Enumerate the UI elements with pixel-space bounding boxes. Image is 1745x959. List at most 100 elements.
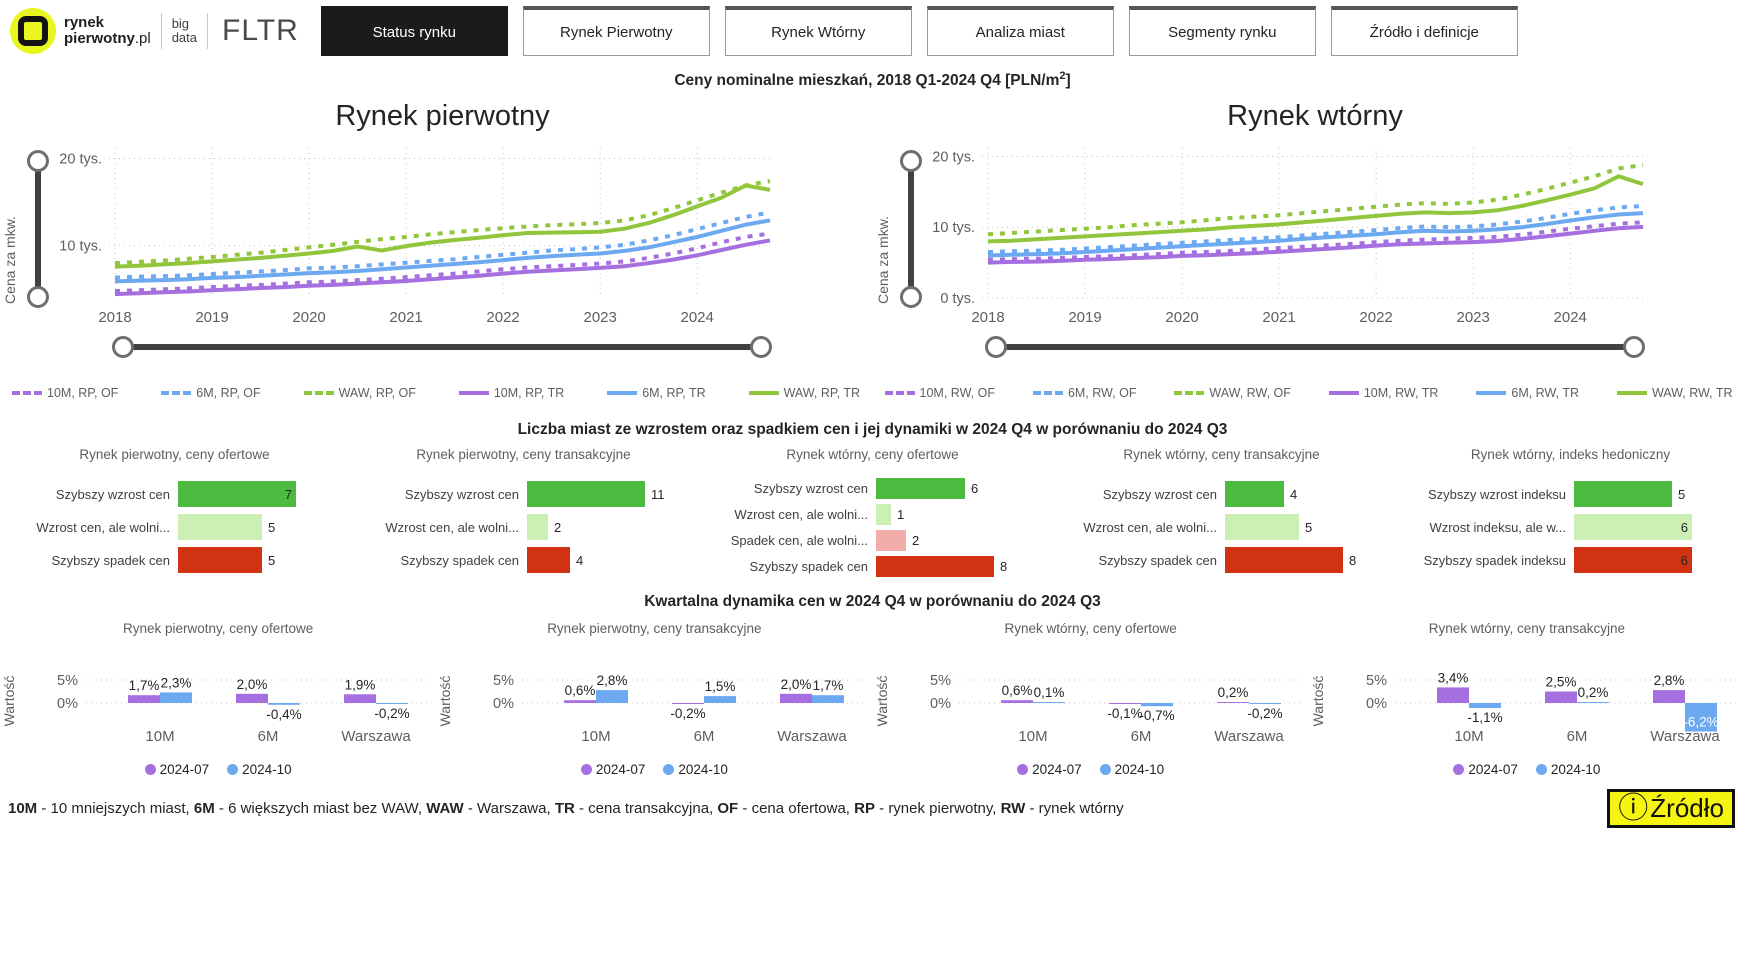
count-bar[interactable] — [876, 477, 965, 499]
series-line[interactable] — [114, 231, 771, 293]
slider-handle-left[interactable] — [984, 336, 1007, 358]
bar[interactable] — [1468, 703, 1501, 709]
y-axis-range-slider[interactable] — [26, 150, 50, 308]
legend-item[interactable]: 2024-10 — [663, 762, 728, 777]
legend-item[interactable]: WAW, RP, OF — [303, 386, 416, 400]
bar[interactable] — [1576, 702, 1609, 703]
count-value: 1 — [897, 506, 905, 522]
count-bar[interactable] — [178, 514, 262, 540]
x-axis-range-slider[interactable] — [112, 335, 772, 359]
info-icon: ⓘ — [1618, 791, 1649, 825]
slider-handle-top[interactable] — [899, 150, 922, 172]
bar[interactable] — [780, 693, 813, 703]
bar-value-label: -0,4% — [266, 707, 301, 722]
bar[interactable] — [1436, 687, 1469, 703]
count-bar[interactable]: 6 — [1574, 547, 1692, 573]
series-line[interactable] — [114, 210, 771, 280]
y-axis-range-slider[interactable] — [899, 150, 923, 308]
bar[interactable] — [128, 695, 160, 703]
series-line[interactable] — [114, 179, 771, 266]
legend-item[interactable]: 6M, RP, TR — [607, 386, 706, 400]
x-axis-range-slider[interactable] — [984, 335, 1645, 359]
bar[interactable] — [812, 695, 845, 703]
legend-item[interactable]: 2024-10 — [227, 762, 292, 777]
series-line[interactable] — [114, 183, 771, 269]
legend-item[interactable]: 2024-10 — [1099, 762, 1164, 777]
legend-item[interactable]: 2024-07 — [1453, 762, 1518, 777]
series-line[interactable] — [987, 174, 1644, 244]
slider-handle-bottom[interactable] — [899, 286, 922, 308]
count-bar[interactable] — [527, 514, 548, 540]
count-bar[interactable] — [876, 529, 906, 551]
count-bar[interactable] — [1225, 481, 1284, 507]
logo[interactable]: rynek pierwotny.pl big data FLTR — [10, 8, 299, 54]
count-bar[interactable] — [1574, 481, 1672, 507]
bar[interactable] — [376, 703, 408, 704]
series-line[interactable] — [987, 204, 1643, 254]
slider-handle-right[interactable] — [1622, 336, 1645, 358]
slider-handle-right[interactable] — [750, 336, 772, 358]
bar[interactable] — [1544, 691, 1577, 704]
count-bar[interactable] — [1225, 547, 1343, 573]
count-panel: Rynek wtórny, indeks hedoniczny Szybszy … — [1396, 445, 1745, 591]
bar[interactable] — [1652, 690, 1685, 703]
series-line[interactable] — [987, 211, 1643, 258]
bar[interactable] — [268, 703, 300, 705]
bar[interactable] — [1032, 702, 1065, 703]
tab-segmenty-rynku[interactable]: Segmenty rynku — [1128, 6, 1316, 56]
bar[interactable] — [1248, 703, 1281, 704]
count-value: 4 — [576, 552, 584, 568]
bar[interactable] — [344, 694, 376, 703]
tab-zrodlo-i-definicje[interactable]: Źródło i definicje — [1330, 6, 1518, 56]
bar[interactable] — [1140, 703, 1173, 707]
series-line[interactable] — [987, 220, 1643, 262]
series-line[interactable] — [987, 163, 1643, 237]
bar[interactable] — [564, 700, 597, 703]
legend-item[interactable]: 6M, RP, OF — [161, 386, 261, 400]
count-bar[interactable] — [876, 503, 891, 525]
count-bar[interactable]: 6 — [1574, 514, 1692, 540]
bar[interactable] — [1684, 703, 1717, 732]
chart-legend: 2024-07 2024-10 — [873, 762, 1309, 777]
legend-item[interactable]: 10M, RW, TR — [1328, 386, 1438, 400]
bar[interactable] — [236, 693, 268, 703]
legend-item[interactable]: 2024-07 — [1017, 762, 1082, 777]
legend-item[interactable]: WAW, RP, TR — [748, 386, 860, 400]
legend-item[interactable]: 10M, RP, TR — [458, 386, 564, 400]
tab-rynek-wtorny[interactable]: Rynek Wtórny — [724, 6, 912, 56]
legend-item[interactable]: 2024-10 — [1535, 762, 1600, 777]
legend-item[interactable]: 10M, RP, OF — [12, 386, 118, 400]
bar[interactable] — [672, 703, 705, 704]
series-line[interactable] — [114, 238, 771, 297]
count-bar[interactable] — [178, 547, 262, 573]
count-row-label: Szybszy wzrost cen — [1102, 486, 1217, 502]
series-line[interactable] — [987, 224, 1643, 265]
legend-item[interactable]: 6M, RW, OF — [1032, 386, 1136, 400]
series-line[interactable] — [114, 218, 771, 284]
source-button[interactable]: ⓘ Źródło — [1607, 789, 1735, 828]
slider-handle-left[interactable] — [112, 336, 134, 358]
tab-status-rynku[interactable]: Status rynku — [320, 6, 508, 56]
count-bar[interactable] — [876, 555, 994, 577]
legend-item[interactable]: 2024-07 — [580, 762, 645, 777]
legend-item[interactable]: 6M, RW, TR — [1476, 386, 1579, 400]
legend-item[interactable]: 2024-07 — [144, 762, 209, 777]
bar[interactable] — [1216, 702, 1249, 703]
bar[interactable] — [1000, 700, 1033, 703]
legend-item[interactable]: WAW, RW, OF — [1174, 386, 1291, 400]
slider-handle-bottom[interactable] — [27, 286, 49, 308]
count-bar[interactable] — [1225, 514, 1299, 540]
count-bar[interactable] — [527, 547, 570, 573]
slider-handle-top[interactable] — [27, 150, 49, 172]
bar[interactable] — [160, 692, 192, 703]
count-bar[interactable] — [527, 481, 645, 507]
count-bar[interactable]: 7 — [178, 481, 296, 507]
legend-item[interactable]: 10M, RW, OF — [884, 386, 995, 400]
bar[interactable] — [596, 690, 629, 703]
tab-rynek-pierwotny[interactable]: Rynek Pierwotny — [522, 6, 710, 56]
bar[interactable] — [704, 696, 737, 703]
tab-analiza-miast[interactable]: Analiza miast — [926, 6, 1114, 56]
count-row: Szybszy spadek cen 8 — [698, 553, 1047, 579]
bar[interactable] — [1108, 703, 1141, 704]
legend-item[interactable]: WAW, RW, TR — [1616, 386, 1733, 400]
